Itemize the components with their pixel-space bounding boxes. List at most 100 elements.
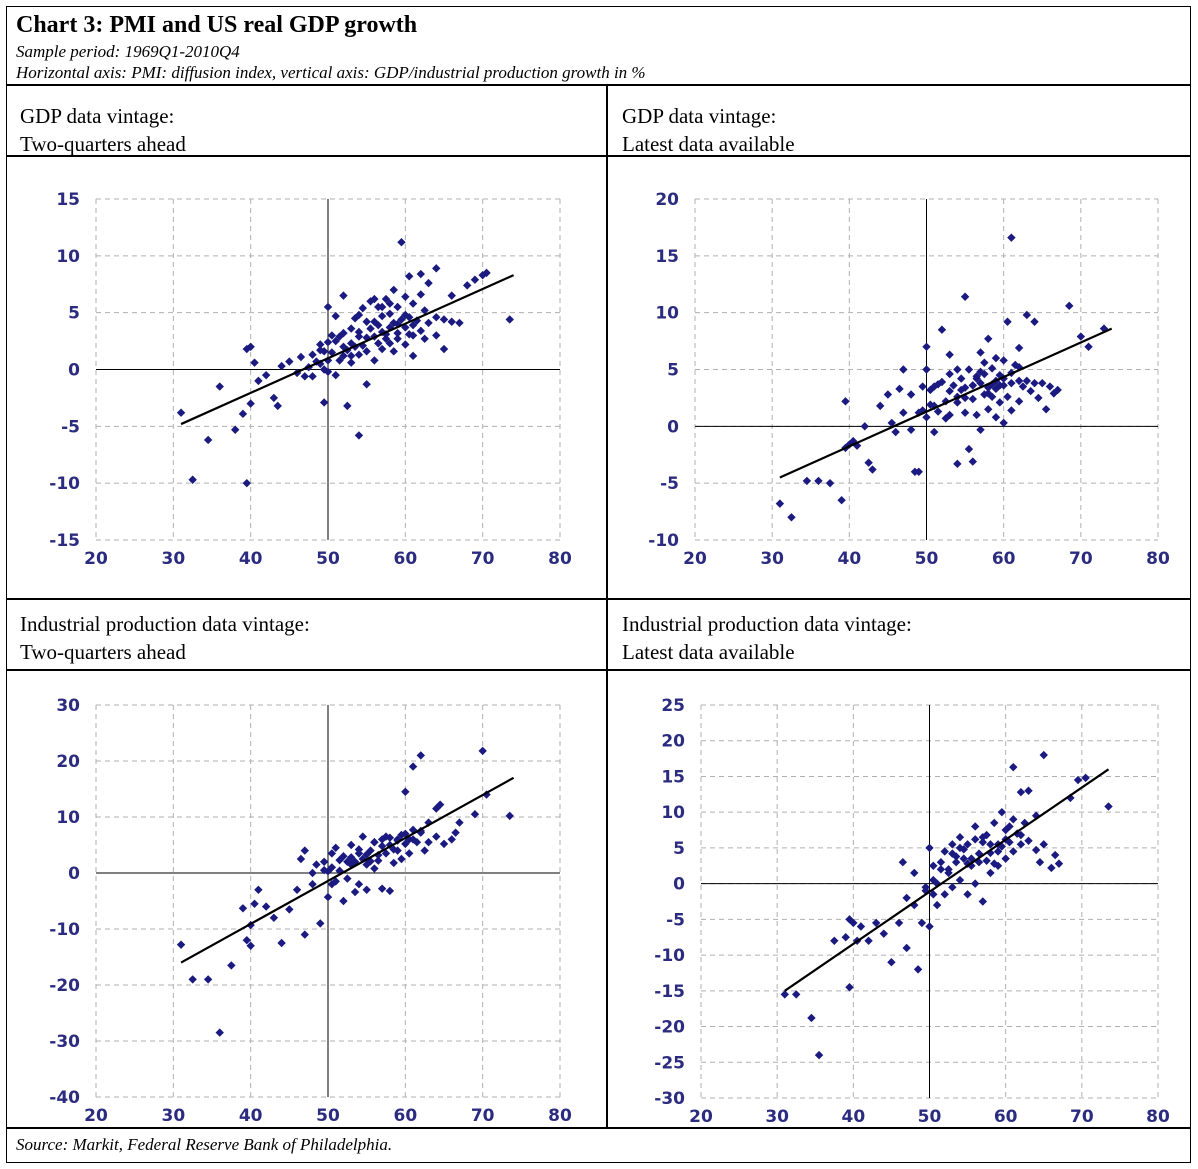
data-point [385,339,395,348]
data-point [188,475,197,484]
data-point [972,410,981,420]
data-point [347,840,356,850]
data-point [957,374,966,383]
data-point [1009,815,1018,824]
data-point [319,857,329,866]
x-tick-label: 80 [548,1106,572,1126]
data-point [1034,393,1043,403]
x-tick-label: 50 [915,549,939,569]
data-point [401,340,410,349]
data-point [951,852,961,861]
data-point [319,365,329,374]
x-tick-label: 30 [161,1106,185,1126]
data-point [401,787,410,796]
data-point [308,372,317,381]
y-tick-label: 0 [667,417,679,437]
data-point [993,847,1003,856]
x-tick-label: 50 [918,1107,942,1126]
panel-3-caption-2: Two-quarters ahead [20,640,186,664]
divider-line [6,155,1191,157]
data-point [925,843,934,853]
data-point [1041,405,1051,414]
x-tick-label: 20 [683,549,707,569]
data-point [261,902,271,911]
data-point [176,940,186,949]
data-point [254,376,263,386]
y-tick-label: 15 [661,767,685,787]
data-point [374,320,383,330]
data-point [922,413,931,422]
data-point [439,344,449,354]
data-point [354,310,364,320]
data-point [416,290,425,299]
data-point [370,838,379,847]
data-point [1050,850,1060,860]
data-point [401,310,410,320]
data-point [937,377,947,387]
data-point [277,938,286,948]
x-tick-label: 60 [393,549,417,569]
data-point [1104,802,1113,811]
data-point [381,294,391,304]
data-point [1016,840,1026,849]
data-point [991,353,1001,363]
data-point [416,751,425,760]
data-point [937,325,947,334]
data-point [316,340,325,349]
data-point [439,315,449,324]
source-note: Source: Markit, Federal Reserve Bank of … [16,1135,393,1154]
x-tick-label: 40 [837,549,861,569]
x-tick-label: 40 [239,549,263,569]
data-point [389,858,398,868]
data-point [455,818,464,827]
panel-2-caption-1: GDP data vintage: [622,104,777,128]
y-tick-label: -10 [49,474,80,494]
data-point [1030,378,1039,388]
x-tick-label: 30 [765,1107,789,1126]
data-point [362,317,371,326]
y-tick-label: 5 [667,361,679,381]
data-point [339,342,348,351]
x-tick-label: 80 [1146,549,1170,569]
data-point [1016,787,1026,797]
data-point [463,281,472,290]
data-point [354,350,364,359]
data-point [377,302,387,312]
divider-line [6,598,1191,600]
data-point [990,818,999,828]
data-point [354,327,364,337]
data-point [300,372,309,381]
y-tick-label: 20 [655,190,679,210]
data-point [792,990,801,999]
data-point [370,294,379,304]
data-point [1009,762,1018,772]
data-point [1001,854,1010,863]
y-tick-label: 15 [655,247,679,267]
y-tick-label: -25 [654,1053,685,1073]
y-tick-label: 10 [56,247,80,267]
data-point [242,478,251,488]
y-tick-label: 20 [661,732,685,752]
data-point [1031,845,1041,855]
data-point [895,384,904,394]
data-point [331,370,340,380]
data-point [1007,233,1016,242]
data-point [374,339,383,348]
data-point [269,393,279,403]
data-point [432,832,441,841]
data-point [971,879,980,888]
data-point [1045,382,1055,391]
data-point [910,868,919,878]
panel-1-caption-1: GDP data vintage: [20,104,175,128]
y-tick-label: 25 [661,696,685,716]
x-tick-label: 40 [239,1106,263,1126]
data-point [215,1028,224,1037]
data-point [887,418,896,428]
data-point [401,292,410,301]
data-point [841,397,850,406]
data-point [955,832,965,842]
data-point [802,476,812,486]
data-point [978,837,988,847]
data-point [203,435,213,445]
data-point [955,875,965,885]
